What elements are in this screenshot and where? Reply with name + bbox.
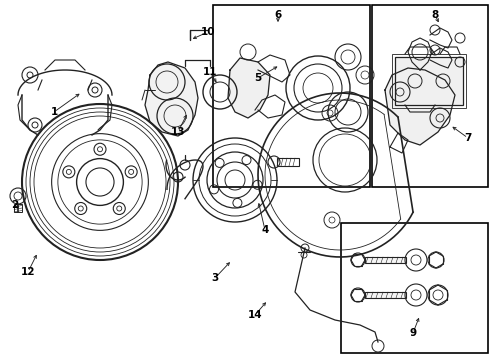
- Polygon shape: [228, 58, 270, 118]
- Text: 13: 13: [171, 127, 185, 137]
- Text: 2: 2: [11, 200, 19, 210]
- Text: 4: 4: [261, 225, 269, 235]
- Text: 6: 6: [274, 10, 282, 20]
- Text: 3: 3: [211, 273, 219, 283]
- Bar: [372, 5, 488, 187]
- Polygon shape: [385, 68, 455, 145]
- Text: 5: 5: [254, 73, 262, 83]
- Text: 1: 1: [50, 107, 58, 117]
- Bar: [277, 158, 299, 166]
- Bar: [365, 292, 406, 298]
- Polygon shape: [145, 62, 198, 136]
- Bar: [392, 54, 466, 108]
- Text: 9: 9: [410, 328, 416, 338]
- Text: 10: 10: [201, 27, 215, 37]
- Text: 11: 11: [203, 67, 217, 77]
- Bar: [14, 204, 22, 212]
- Text: 14: 14: [247, 310, 262, 320]
- Bar: [213, 5, 370, 187]
- Text: 12: 12: [21, 267, 35, 277]
- Bar: [365, 257, 406, 263]
- Text: 8: 8: [431, 10, 439, 20]
- Text: 7: 7: [465, 133, 472, 143]
- Bar: [341, 223, 488, 353]
- Bar: [395, 57, 463, 105]
